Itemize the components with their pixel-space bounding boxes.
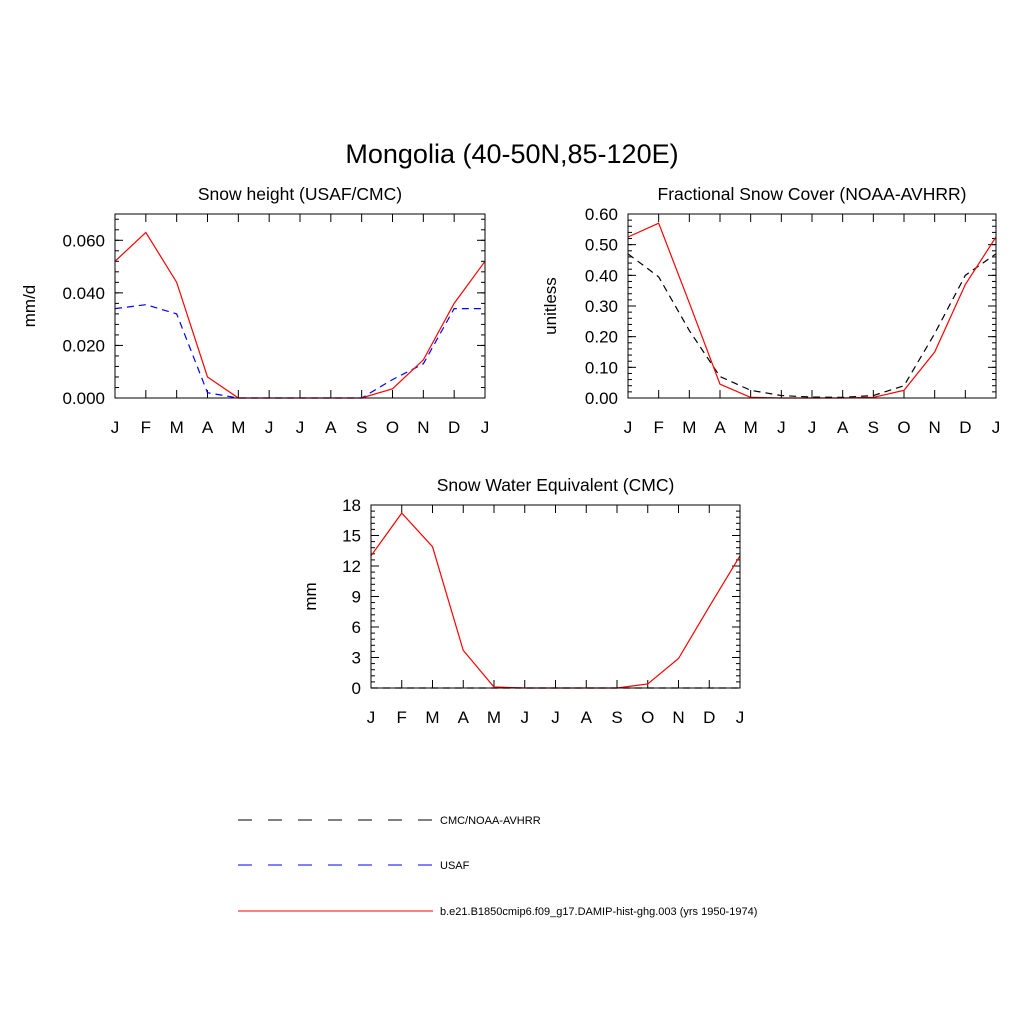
x-tick-label: J — [777, 418, 786, 437]
plot-frame — [627, 213, 997, 399]
y-tick-label: 15 — [342, 527, 361, 546]
x-tick-label: D — [703, 708, 715, 727]
y-tick-label: 0.040 — [62, 284, 105, 303]
x-tick-label: A — [458, 708, 470, 727]
x-tick-label: M — [744, 418, 758, 437]
x-tick-label: A — [837, 418, 849, 437]
x-tick-label: F — [397, 708, 407, 727]
chart-3: Snow Water Equivalent (CMC)mmJ F M A M J J A S O N… — [301, 475, 744, 727]
x-tick-label: J — [111, 418, 120, 437]
legend-label: USAF — [440, 860, 470, 872]
x-tick-label: S — [868, 418, 879, 437]
x-tick-label: F — [653, 418, 663, 437]
y-tick-label: 0.50 — [585, 236, 618, 255]
y-tick-label: 0.10 — [585, 358, 618, 377]
x-tick-label: M — [425, 708, 439, 727]
x-tick-label: N — [672, 708, 684, 727]
x-tick-label: J — [481, 418, 490, 437]
y-axis-label: unitless — [541, 277, 560, 335]
plot-frame — [370, 504, 741, 689]
legend-label: b.e21.B1850cmip6.f09_g17.DAMIP-hist-ghg.… — [440, 906, 757, 918]
y-axis-label: mm — [301, 582, 320, 610]
y-tick-label: 0.020 — [62, 336, 105, 355]
y-tick-label: 9 — [352, 588, 361, 607]
y-tick-label: 0.40 — [585, 266, 618, 285]
x-tick-label: J — [296, 418, 305, 437]
y-tick-label: 6 — [352, 618, 361, 637]
series-line — [370, 512, 741, 689]
x-tick-label: A — [714, 418, 726, 437]
x-tick-label: J — [367, 708, 376, 727]
y-tick-label: 12 — [342, 557, 361, 576]
y-tick-label: 0.00 — [585, 389, 618, 408]
x-tick-label: M — [170, 418, 184, 437]
x-tick-label: N — [929, 418, 941, 437]
chart-title: Snow Water Equivalent (CMC) — [437, 475, 675, 495]
x-tick-label: J — [265, 418, 274, 437]
x-tick-label: D — [448, 418, 460, 437]
y-tick-label: 3 — [352, 649, 361, 668]
series-line — [627, 222, 997, 399]
y-axis-label: mm/d — [20, 285, 39, 328]
x-tick-label: A — [202, 418, 214, 437]
x-tick-label: J — [808, 418, 817, 437]
legend: CMC/NOAA-AVHRR USAF b.e21.B1850cmip6.f09_g… — [238, 815, 757, 918]
figure-title: Mongolia (40-50N,85-120E) — [345, 139, 679, 169]
x-tick-label: O — [897, 418, 910, 437]
chart-2: Fractional Snow Cover (NOAA-AVHRR) unitle… — [541, 184, 1000, 437]
chart-title: Snow height (USAF/CMC) — [198, 184, 402, 204]
plot-frame — [114, 213, 486, 399]
y-tick-label: 18 — [342, 496, 361, 515]
x-tick-label: N — [417, 418, 429, 437]
x-tick-label: J — [992, 418, 1001, 437]
x-tick-label: M — [231, 418, 245, 437]
y-tick-label: 0.60 — [585, 205, 618, 224]
x-tick-label: O — [641, 708, 654, 727]
x-tick-label: J — [736, 708, 745, 727]
x-tick-label: A — [325, 418, 337, 437]
y-tick-label: 0.30 — [585, 297, 618, 316]
x-tick-label: M — [682, 418, 696, 437]
chart-1: Snow height (USAF/CMC)mm/dJ F M A M J J A S O N D J0… — [20, 184, 489, 437]
x-tick-label: M — [487, 708, 501, 727]
x-tick-label: A — [581, 708, 593, 727]
x-tick-label: O — [386, 418, 399, 437]
y-tick-label: 0.060 — [62, 231, 105, 250]
x-tick-label: S — [356, 418, 367, 437]
y-tick-label: 0.000 — [62, 389, 105, 408]
series-line — [114, 304, 485, 399]
x-tick-label: F — [141, 418, 151, 437]
y-tick-label: 0 — [352, 679, 361, 698]
x-tick-label: J — [551, 708, 560, 727]
series-line — [627, 253, 997, 398]
legend-label: CMC/NOAA-AVHRR — [440, 815, 541, 827]
chart-title: Fractional Snow Cover (NOAA-AVHRR) — [658, 184, 967, 204]
series-line — [114, 231, 486, 399]
x-tick-label: J — [521, 708, 530, 727]
x-tick-label: J — [624, 418, 633, 437]
x-tick-label: S — [611, 708, 622, 727]
x-tick-label: D — [959, 418, 971, 437]
y-tick-label: 0.20 — [585, 328, 618, 347]
